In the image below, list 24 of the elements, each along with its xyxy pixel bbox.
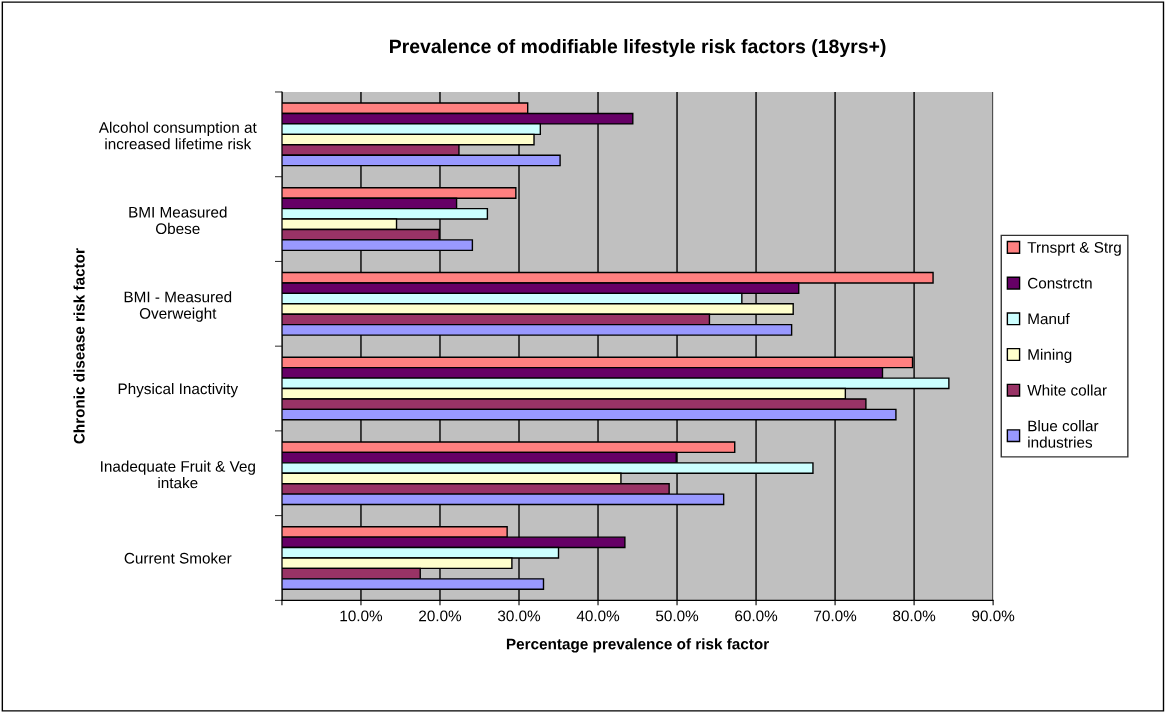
y-tick-label: BMI - Measured Overweight (124, 291, 232, 322)
legend-label: Blue collar industries (1028, 420, 1099, 448)
x-tick-label: 20.0% (419, 610, 462, 622)
x-tick-label: 80.0% (893, 610, 936, 622)
chart-title: Prevalence of modifiable lifestyle risk factors (18yrs+) (390, 39, 886, 58)
x-tick-label: 40.0% (576, 610, 620, 622)
x-tick-label: 60.0% (735, 610, 778, 622)
y-tick-label: BMI Measured Obese (129, 206, 227, 235)
legend-label: Manuf (1028, 313, 1070, 325)
legend-label: Trnsprt & Strg (1027, 242, 1121, 256)
x-tick-label: 90.0% (972, 610, 1015, 622)
x-tick-label: 10.0% (340, 610, 383, 622)
y-tick-label: Alcohol consumption at increased lifetime risk (98, 121, 257, 150)
x-tick-label: 50.0% (655, 610, 699, 622)
legend-label: White collar (1027, 384, 1107, 396)
x-tick-label: 30.0% (497, 610, 541, 622)
y-tick-label: Current Smoker (124, 552, 232, 564)
x-tick-label: 70.0% (814, 610, 857, 622)
y-axis-title: Chronic disease risk factor (73, 248, 85, 444)
x-axis-title: Percentage prevalence of risk factor (506, 638, 769, 653)
y-tick-label: Physical Inactivity (118, 382, 239, 398)
legend-label: Mining (1028, 348, 1072, 363)
legend-label: Constrctn (1028, 277, 1092, 289)
y-tick-label: Inadequate Fruit & Veg intake (101, 460, 255, 489)
